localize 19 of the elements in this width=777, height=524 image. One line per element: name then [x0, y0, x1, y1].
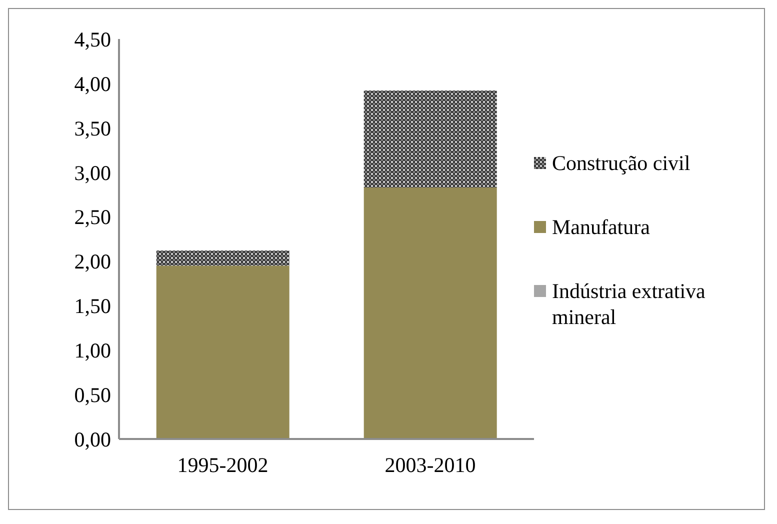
- y-tick-label: 3,50: [74, 116, 111, 140]
- bar: [156, 266, 290, 439]
- bar: [364, 90, 497, 188]
- y-tick-label: 2,00: [74, 250, 111, 274]
- legend-label: Indústria extrativa mineral: [552, 278, 706, 330]
- x-tick-label: 1995-2002: [177, 452, 268, 477]
- y-tick-label: 4,00: [74, 72, 111, 96]
- y-tick-label: 0,00: [74, 427, 111, 452]
- bar: [364, 187, 497, 439]
- y-tick-label: 1,00: [74, 338, 111, 363]
- y-tick-label: 1,50: [74, 294, 111, 318]
- legend-label: Manufatura: [552, 214, 650, 240]
- legend-label: Construção civil: [552, 150, 690, 176]
- y-tick-label: 3,00: [74, 160, 111, 185]
- y-tick-label: 4,50: [74, 27, 111, 52]
- y-tick-label: 0,50: [74, 383, 111, 408]
- bar: [156, 250, 290, 266]
- x-tick-label: 2003-2010: [384, 452, 476, 477]
- y-tick-label: 2,50: [74, 205, 111, 230]
